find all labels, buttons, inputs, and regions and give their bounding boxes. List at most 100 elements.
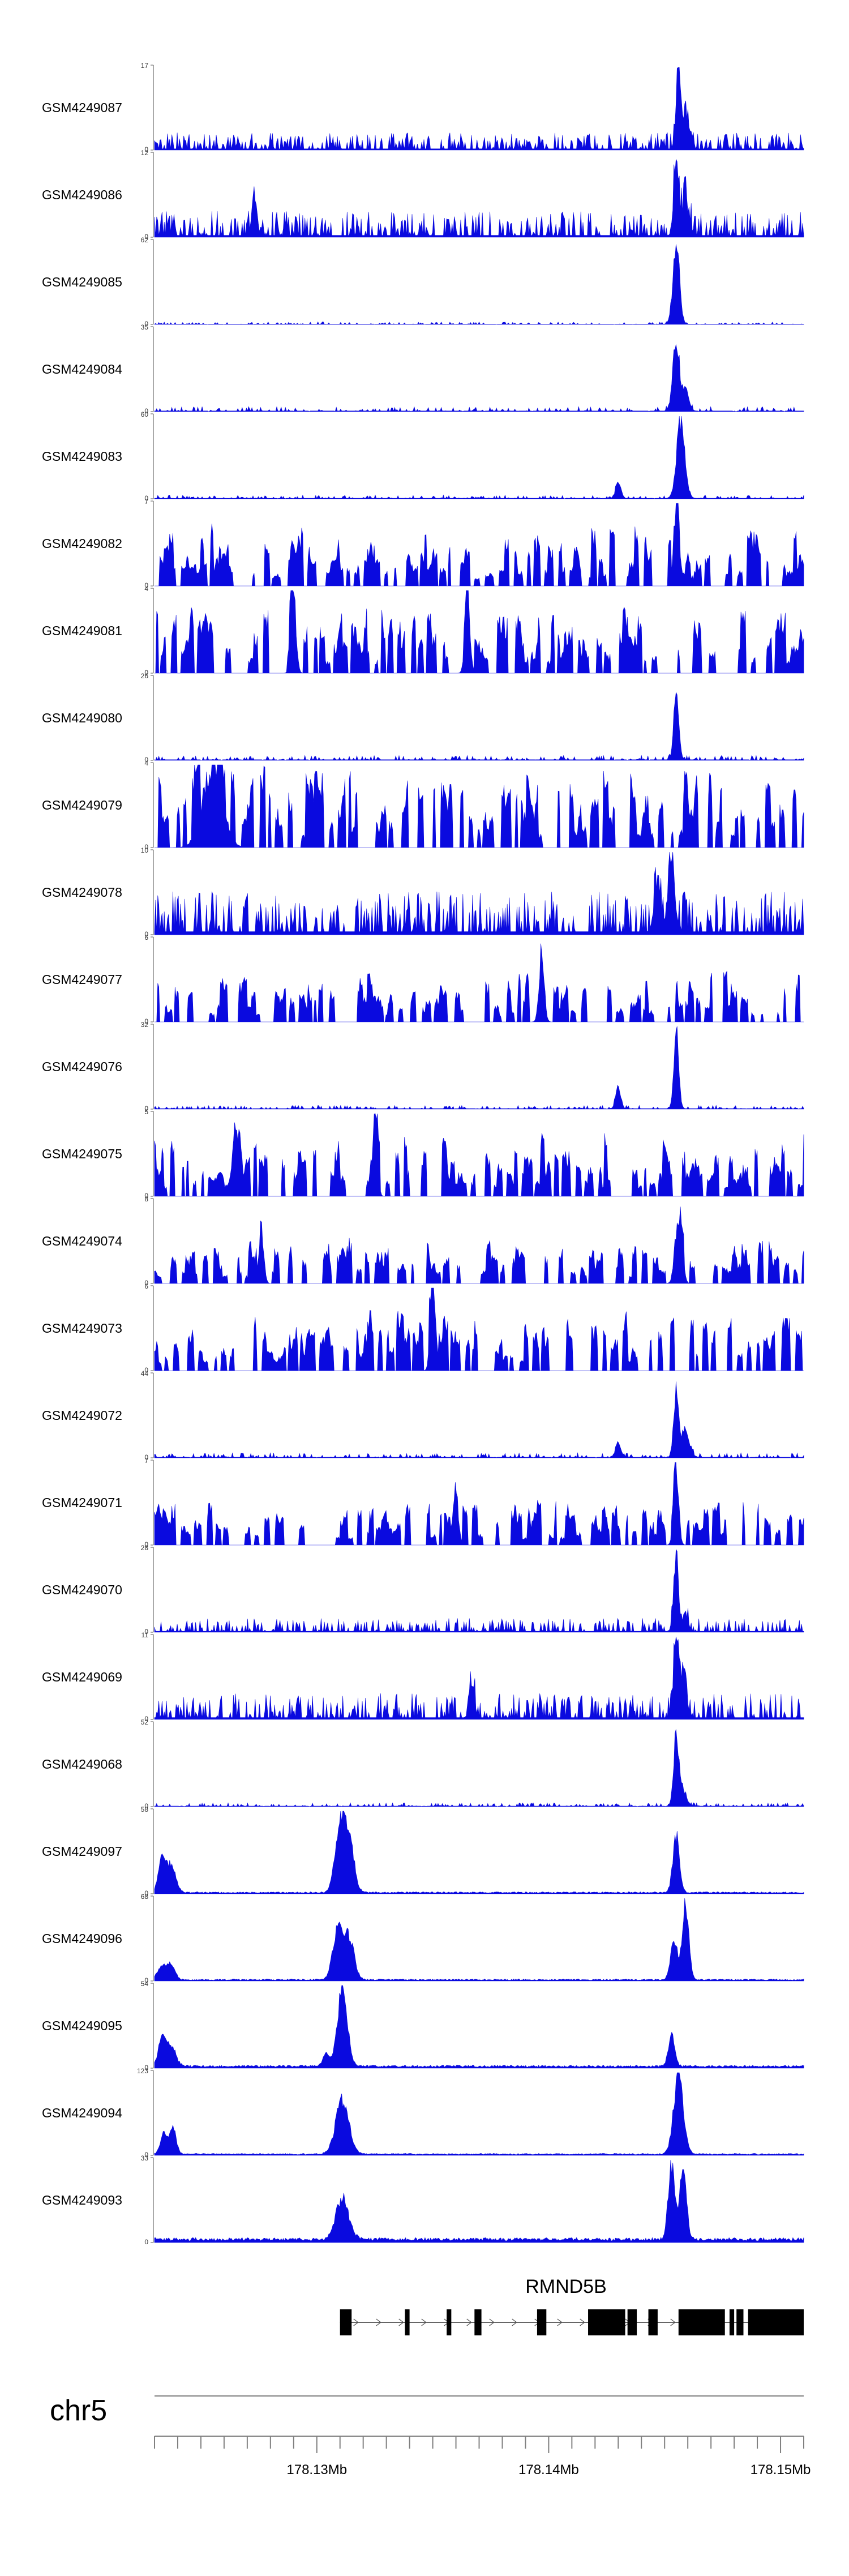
signal-area: [154, 692, 804, 761]
track-GSM4249096: GSM4249096 68 0: [42, 1893, 804, 1984]
signal-area: [155, 764, 804, 848]
strand-arrow: [376, 2318, 381, 2326]
track-label: GSM4249084: [42, 362, 122, 376]
track-ymin-label: 0: [144, 2064, 148, 2072]
signal-area: [154, 2072, 804, 2156]
exon: [648, 2309, 658, 2335]
gene-model: RMND5B: [340, 2276, 804, 2335]
track-ymin-label: 0: [144, 581, 148, 589]
exon: [537, 2309, 547, 2335]
track-ymin-label: 0: [144, 1279, 148, 1287]
track-ymax-label: 6: [144, 1282, 148, 1290]
axis-tick-label: 178.14Mb: [518, 2462, 579, 2477]
track-GSM4249072: GSM4249072 44 0: [42, 1370, 804, 1461]
track-ymin-label: 0: [144, 407, 148, 415]
track-label: GSM4249096: [42, 1931, 122, 1946]
track-ymin-label: 0: [144, 2151, 148, 2159]
track-ymin-label: 0: [144, 1715, 148, 1723]
track-label: GSM4249074: [42, 1234, 122, 1248]
track-ymin-label: 0: [144, 930, 148, 938]
signal-area: [154, 67, 804, 151]
track-ymin-label: 0: [144, 320, 148, 328]
axis-tick-label: 178.15Mb: [751, 2462, 811, 2477]
signal-area: [154, 1729, 804, 1807]
exon: [405, 2309, 410, 2335]
track-ymax-label: 52: [141, 1718, 149, 1726]
strand-arrow: [466, 2318, 472, 2326]
track-ymin-label: 0: [144, 1366, 148, 1374]
exon: [748, 2309, 804, 2335]
track-ymax-label: 58: [141, 1805, 149, 1813]
exon: [588, 2309, 625, 2335]
strand-arrow: [489, 2318, 495, 2326]
track-ymax-label: 8: [144, 1195, 148, 1203]
exon: [474, 2309, 482, 2335]
track-GSM4249071: GSM4249071 7 0: [42, 1457, 804, 1548]
strand-arrow: [557, 2318, 563, 2326]
signal-area: [154, 1985, 804, 2069]
track-label: GSM4249080: [42, 711, 122, 725]
signal-area: [154, 1811, 804, 1894]
signal-area: [154, 416, 804, 499]
track-GSM4249082: GSM4249082 7 0: [42, 498, 804, 589]
track-ymin-label: 0: [144, 1453, 148, 1461]
strand-arrow: [398, 2318, 404, 2326]
track-ymax-label: 68: [141, 1893, 149, 1901]
signal-area: [155, 590, 804, 674]
signal-area: [154, 1462, 804, 1546]
chromosome-label: chr5: [50, 2394, 107, 2427]
track-label: GSM4249087: [42, 100, 122, 115]
track-ymin-label: 0: [144, 1541, 148, 1548]
track-label: GSM4249073: [42, 1321, 122, 1336]
track-ymax-label: 7: [144, 498, 148, 506]
track-ymin-label: 0: [144, 1017, 148, 1025]
track-label: GSM4249085: [42, 275, 122, 289]
strand-arrow: [421, 2318, 427, 2326]
track-GSM4249095: GSM4249095 54 0: [42, 1980, 804, 2072]
signal-area: [154, 1206, 804, 1284]
track-label: GSM4249076: [42, 1059, 122, 1074]
signal-area: [154, 1898, 804, 1982]
track-ymin-label: 0: [144, 843, 148, 851]
track-ymin-label: 0: [144, 2238, 148, 2246]
track-GSM4249069: GSM4249069 11 0: [42, 1631, 804, 1723]
genome-axis: chr5 178.13Mb 178.14Mb 178.15Mb: [50, 2394, 811, 2477]
exon: [627, 2309, 637, 2335]
signal-tracks: GSM4249087170GSM4249086120GSM4249085620G…: [42, 62, 804, 2246]
track-label: GSM4249078: [42, 885, 122, 900]
track-label: GSM4249069: [42, 1670, 122, 1684]
track-label: GSM4249070: [42, 1582, 122, 1597]
track-ymax-label: 62: [141, 236, 149, 244]
track-ymax-label: 26: [141, 672, 149, 680]
track-ymax-label: 17: [141, 62, 149, 70]
track-label: GSM4249071: [42, 1495, 122, 1510]
track-label: GSM4249075: [42, 1146, 122, 1161]
exon: [729, 2309, 735, 2335]
exon: [678, 2309, 725, 2335]
track-label: GSM4249095: [42, 2018, 122, 2033]
exon: [340, 2309, 352, 2335]
track-ymax-label: 10: [141, 846, 149, 854]
track-ymin-label: 0: [144, 669, 148, 677]
track-label: GSM4249072: [42, 1408, 122, 1423]
track-ymin-label: 0: [144, 1802, 148, 1810]
exon: [736, 2309, 744, 2335]
signal-area: [154, 344, 804, 412]
track-GSM4249077: GSM4249077 6 0: [42, 934, 804, 1025]
track-ymax-label: 4: [144, 585, 148, 593]
track-ymin-label: 0: [144, 1889, 148, 1897]
track-ymin-label: 0: [144, 233, 148, 241]
track-ymax-label: 11: [142, 1631, 149, 1639]
track-ymax-label: 35: [141, 323, 149, 331]
track-label: GSM4249077: [42, 972, 122, 987]
